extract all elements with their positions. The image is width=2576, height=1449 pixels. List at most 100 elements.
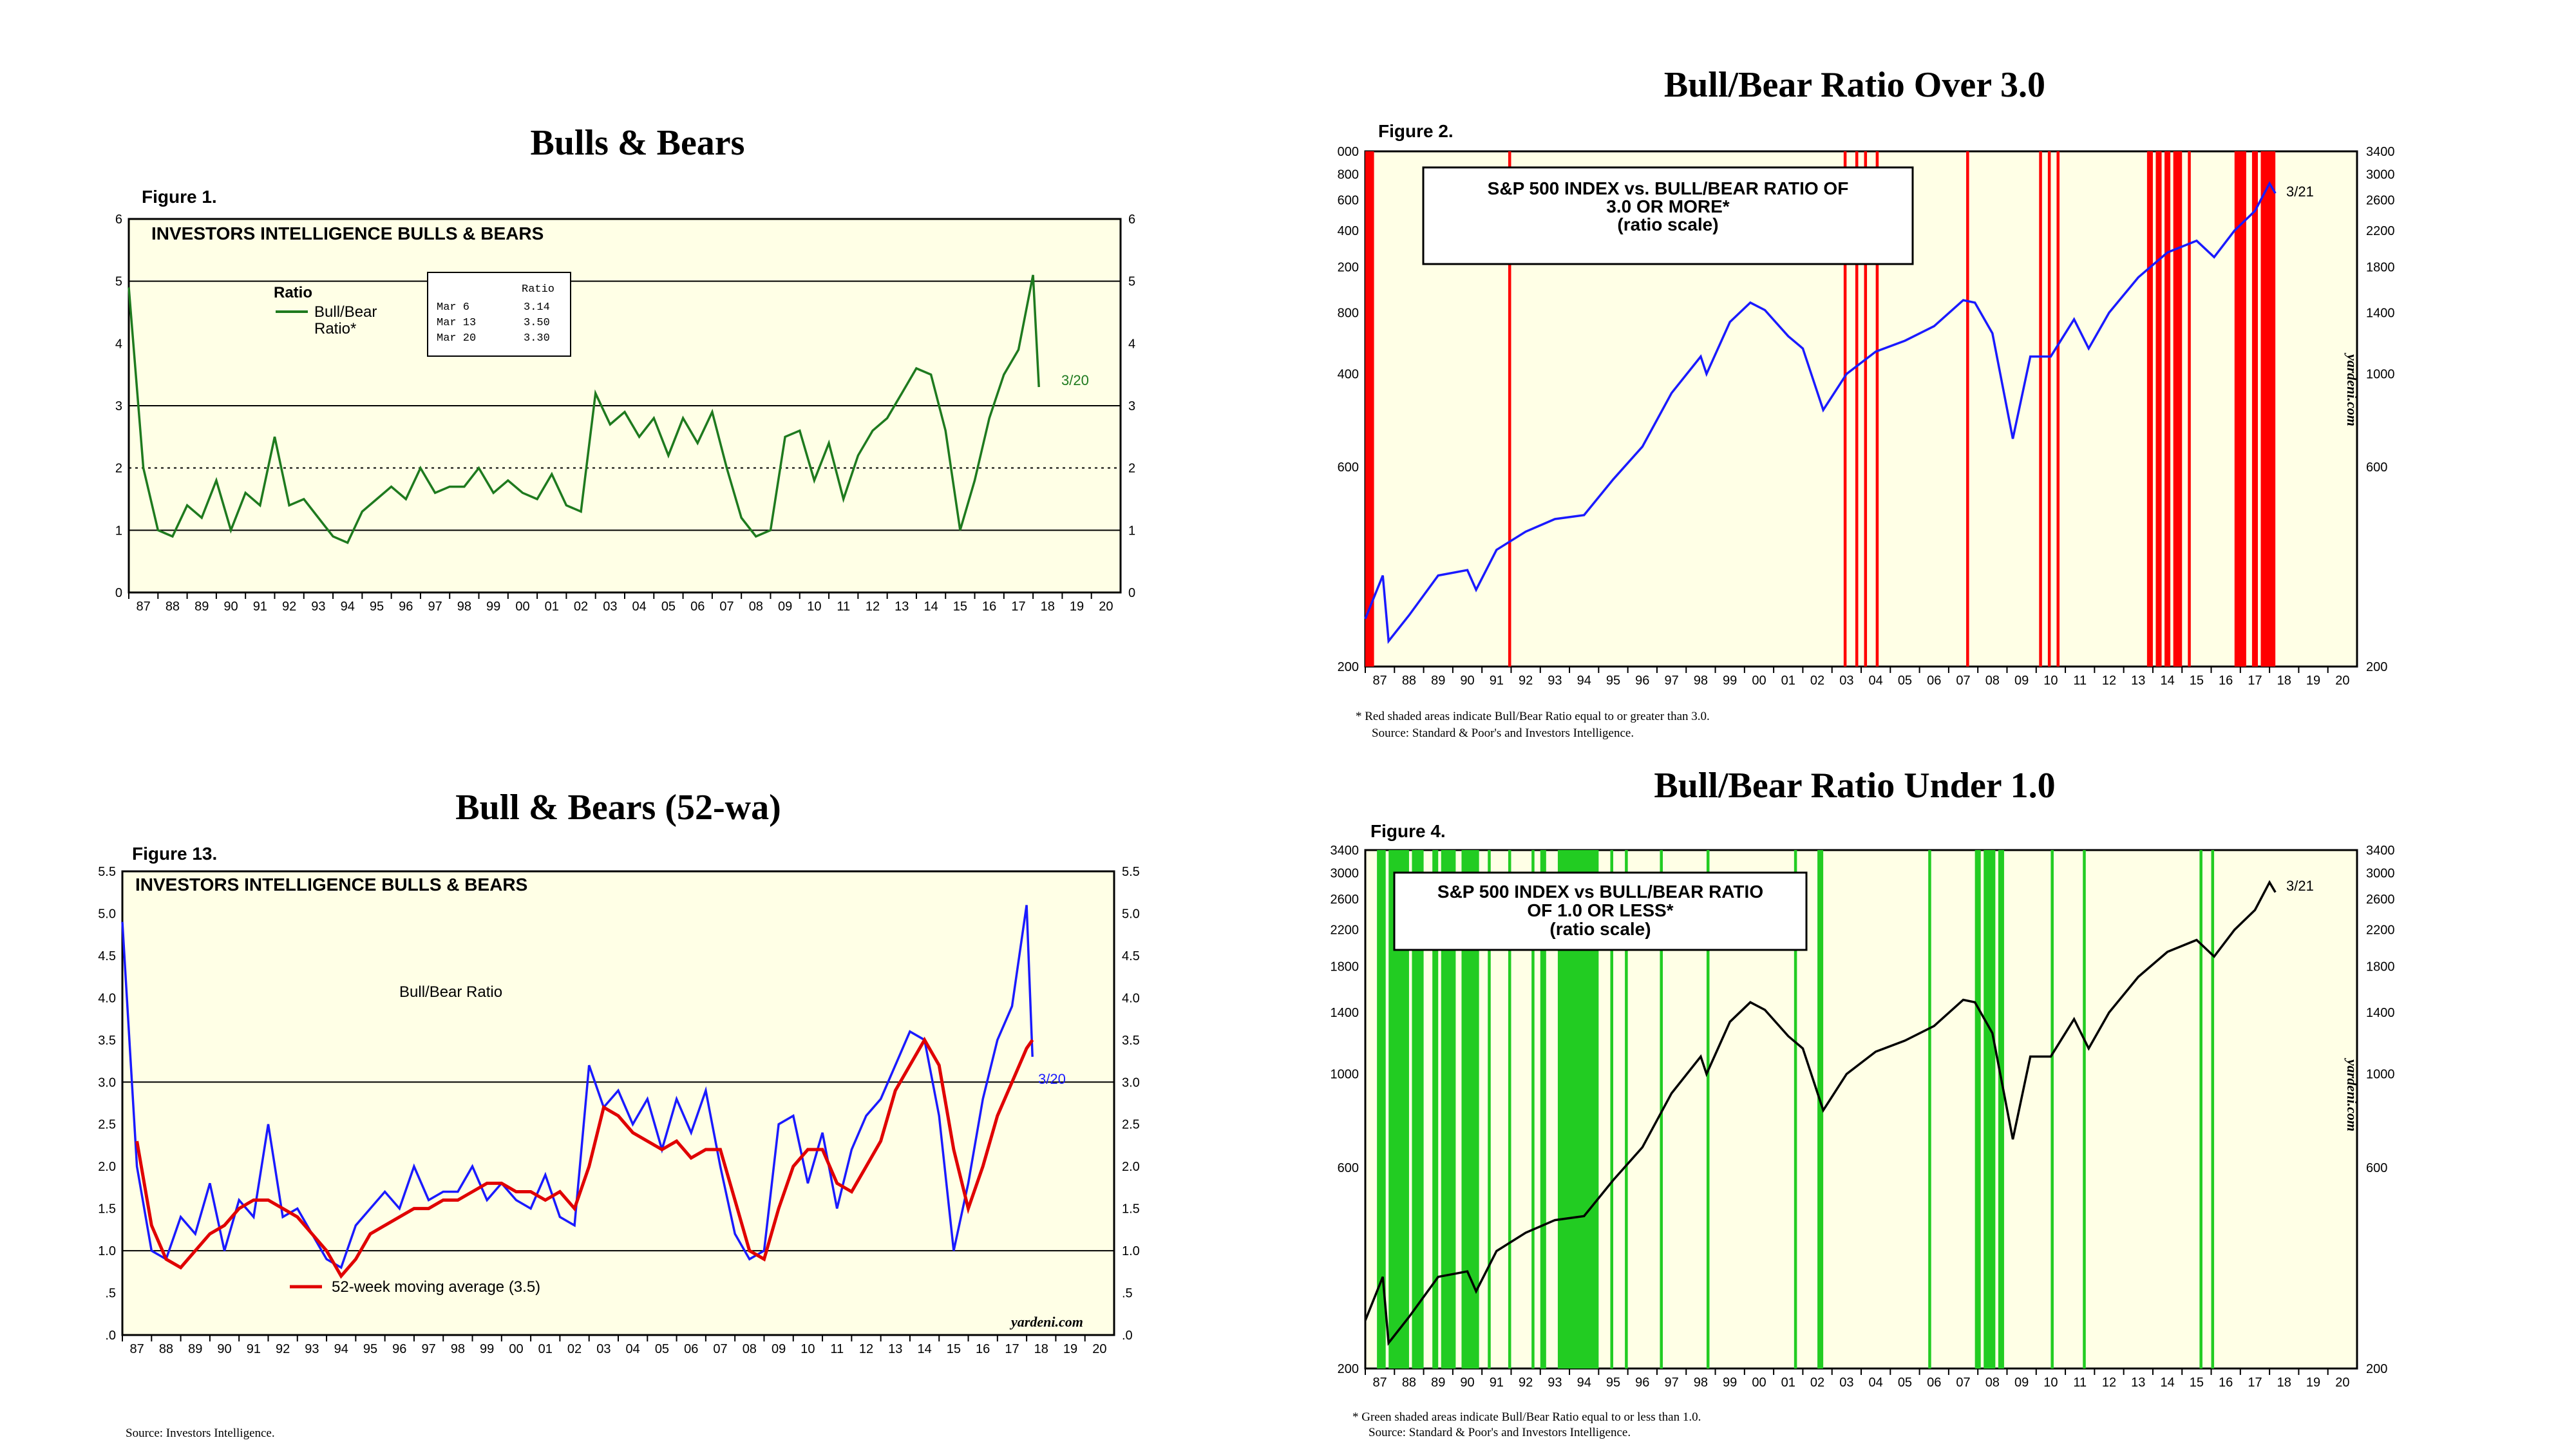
panel3-y-tick-right: .0 — [1122, 1329, 1133, 1343]
panel4-shaded-period — [1610, 850, 1613, 1368]
panel2-y-tick-right: 200 — [2366, 660, 2387, 674]
panel3-x-tick-label: 03 — [596, 1342, 611, 1356]
panel4-x-tick-label: 07 — [1956, 1376, 1970, 1390]
panel3-x-tick-label: 91 — [247, 1342, 261, 1356]
panel3-x-tick-label: 13 — [888, 1342, 902, 1356]
panel1-x-tick-label: 96 — [399, 600, 413, 614]
panel2-shaded-period — [2260, 151, 2276, 667]
panel3-moving-average-line — [135, 1036, 1034, 1279]
panel2-figure-label: Figure 2. — [1378, 121, 1454, 141]
panel2-box-line1: S&P 500 INDEX vs. BULL/BEAR RATIO OF — [1488, 178, 1849, 198]
panel3-x-tick-label: 20 — [1092, 1342, 1106, 1356]
panel1-x-tick-label: 90 — [223, 600, 238, 614]
panel3-y-tick-left: .5 — [105, 1287, 116, 1301]
panel4-x-tick-label: 20 — [2335, 1376, 2349, 1390]
panel2-shaded-period — [2047, 151, 2051, 667]
panel3-x-tick-label: 01 — [538, 1342, 553, 1356]
panel4-shaded-period — [1975, 850, 1981, 1368]
panel4-x-tick-label: 02 — [1810, 1376, 1824, 1390]
panel1-x-tick-label: 13 — [895, 600, 909, 614]
panel1-x-tick-label: 09 — [778, 600, 792, 614]
panel2-y-tick-left: 600 — [1338, 194, 1359, 208]
panel4-x-tick-label: 92 — [1519, 1376, 1533, 1390]
panel2-shaded-period — [1966, 151, 1969, 667]
panel1-x-tick-label: 07 — [719, 600, 734, 614]
panel1-x-tick-label: 87 — [137, 600, 151, 614]
panel1-x-tick-label: 20 — [1099, 600, 1113, 614]
panel2-x-tick-label: 15 — [2190, 674, 2204, 688]
panel3-x-tick-label: 12 — [859, 1342, 873, 1356]
panel2-x-tick-label: 03 — [1839, 674, 1853, 688]
panel1-table-head: Ratio — [522, 283, 554, 296]
panel2-x-tick-label: 97 — [1664, 674, 1678, 688]
panel3-x-tick-label: 04 — [626, 1342, 640, 1356]
panel2-footnote-2: Source: Standard & Poor's and Investors … — [1372, 726, 1634, 740]
panel2-x-tick-label: 90 — [1460, 674, 1474, 688]
panel1-x-tick-label: 08 — [749, 600, 763, 614]
panel1-x-tick-label: 89 — [194, 600, 209, 614]
panel2-shaded-period — [1365, 151, 1374, 667]
panel2-x-tick-label: 98 — [1694, 674, 1708, 688]
panel4-box-line2: OF 1.0 OR LESS* — [1527, 900, 1673, 920]
panel3-plot-area — [121, 870, 1115, 1336]
panel3-y-tick-right: .5 — [1122, 1287, 1133, 1301]
panel4-shaded-period — [1998, 850, 2004, 1368]
panel1-table-value-2: 3.50 — [524, 317, 550, 329]
panel4-x-tick-label: 96 — [1635, 1376, 1649, 1390]
panel3-y-tick-left: 1.0 — [98, 1244, 116, 1258]
panel2-x-tick-label: 09 — [2014, 674, 2029, 688]
panel3-y-tick-right: 3.5 — [1122, 1034, 1140, 1048]
panel4-y-tick-right: 2200 — [2366, 923, 2395, 938]
panel4-shaded-period — [1706, 850, 1710, 1368]
panel1-x-tick-label: 18 — [1041, 600, 1055, 614]
panel2-x-tick-label: 00 — [1752, 674, 1766, 688]
panel1-x-tick-label: 12 — [866, 600, 880, 614]
panel4-figure-label: Figure 4. — [1370, 821, 1446, 841]
panel2-footnote-1: * Red shaded areas indicate Bull/Bear Ra… — [1356, 710, 1710, 723]
panel4-end-label: 3/21 — [2286, 878, 2314, 894]
panel4-shaded-period — [1508, 850, 1511, 1368]
panel1-legend-line2: Ratio* — [314, 320, 356, 337]
panel3-y-tick-left: 5.5 — [98, 865, 116, 879]
panel1-x-tick-label: 17 — [1011, 600, 1025, 614]
panel3-x-tick-label: 11 — [830, 1342, 844, 1356]
panel2-y-tick-left: 400 — [1338, 224, 1359, 238]
panel3-chart: .0 .0 .5 .5 1.0 1.0 1.5 1.5 2.0 2.0 2.5 2.5 3.0 3.0 3.… — [98, 865, 1140, 1356]
panel3-y-tick-right: 4.0 — [1122, 991, 1140, 1005]
panel3-end-label: 3/20 — [1038, 1071, 1066, 1087]
panel2-shaded-period — [2155, 151, 2162, 667]
panel3-x-tick-label: 89 — [188, 1342, 202, 1356]
panel2-y-tick-right: 3400 — [2366, 145, 2395, 159]
panel3-y-tick-right: 5.5 — [1122, 865, 1140, 879]
panel2-y-tick-right: 600 — [2366, 460, 2387, 475]
panel2-x-tick-label: 87 — [1373, 674, 1387, 688]
panel4-x-tick-label: 01 — [1781, 1376, 1795, 1390]
panel4-y-tick-right: 3000 — [2366, 867, 2395, 881]
panel1-x-tick-label: 16 — [982, 600, 996, 614]
panel4-y-tick-left: 1000 — [1331, 1068, 1359, 1082]
panel4-y-tick-right: 1800 — [2366, 960, 2395, 974]
panel1-y-tick-left: 2 — [115, 462, 122, 476]
panel4-shaded-period — [1928, 850, 1931, 1368]
panel1-ratio-line — [128, 274, 1040, 544]
panel4-y-tick-right: 1000 — [2366, 1068, 2395, 1082]
panel2-x-tick-label: 19 — [2306, 674, 2320, 688]
panel3-x-tick-label: 98 — [451, 1342, 465, 1356]
panel3-x-tick-label: 19 — [1063, 1342, 1077, 1356]
panel2-x-tick-label: 96 — [1635, 674, 1649, 688]
panel3-x-tick-label: 93 — [305, 1342, 319, 1356]
panel3-series-label: Bull/Bear Ratio — [399, 983, 502, 1001]
panel2-x-tick-label: 01 — [1781, 674, 1795, 688]
panel3-watermark: yardeni.com — [1009, 1314, 1083, 1330]
panel1-x-tick-label: 98 — [457, 600, 471, 614]
panel4-x-tick-label: 14 — [2160, 1376, 2174, 1390]
panel1-table-date-2: Mar 13 — [437, 317, 476, 329]
panel4-x-tick-label: 95 — [1606, 1376, 1620, 1390]
panel1-y-tick-left: 4 — [115, 337, 122, 351]
panel3-x-tick-label: 14 — [917, 1342, 931, 1356]
panel4-x-tick-label: 99 — [1723, 1376, 1737, 1390]
panel4-y-tick-right: 3400 — [2366, 844, 2395, 858]
panel3-y-tick-right: 1.5 — [1122, 1202, 1140, 1217]
panel3-x-tick-label: 92 — [276, 1342, 290, 1356]
panel4-y-tick-left: 1400 — [1331, 1006, 1359, 1020]
